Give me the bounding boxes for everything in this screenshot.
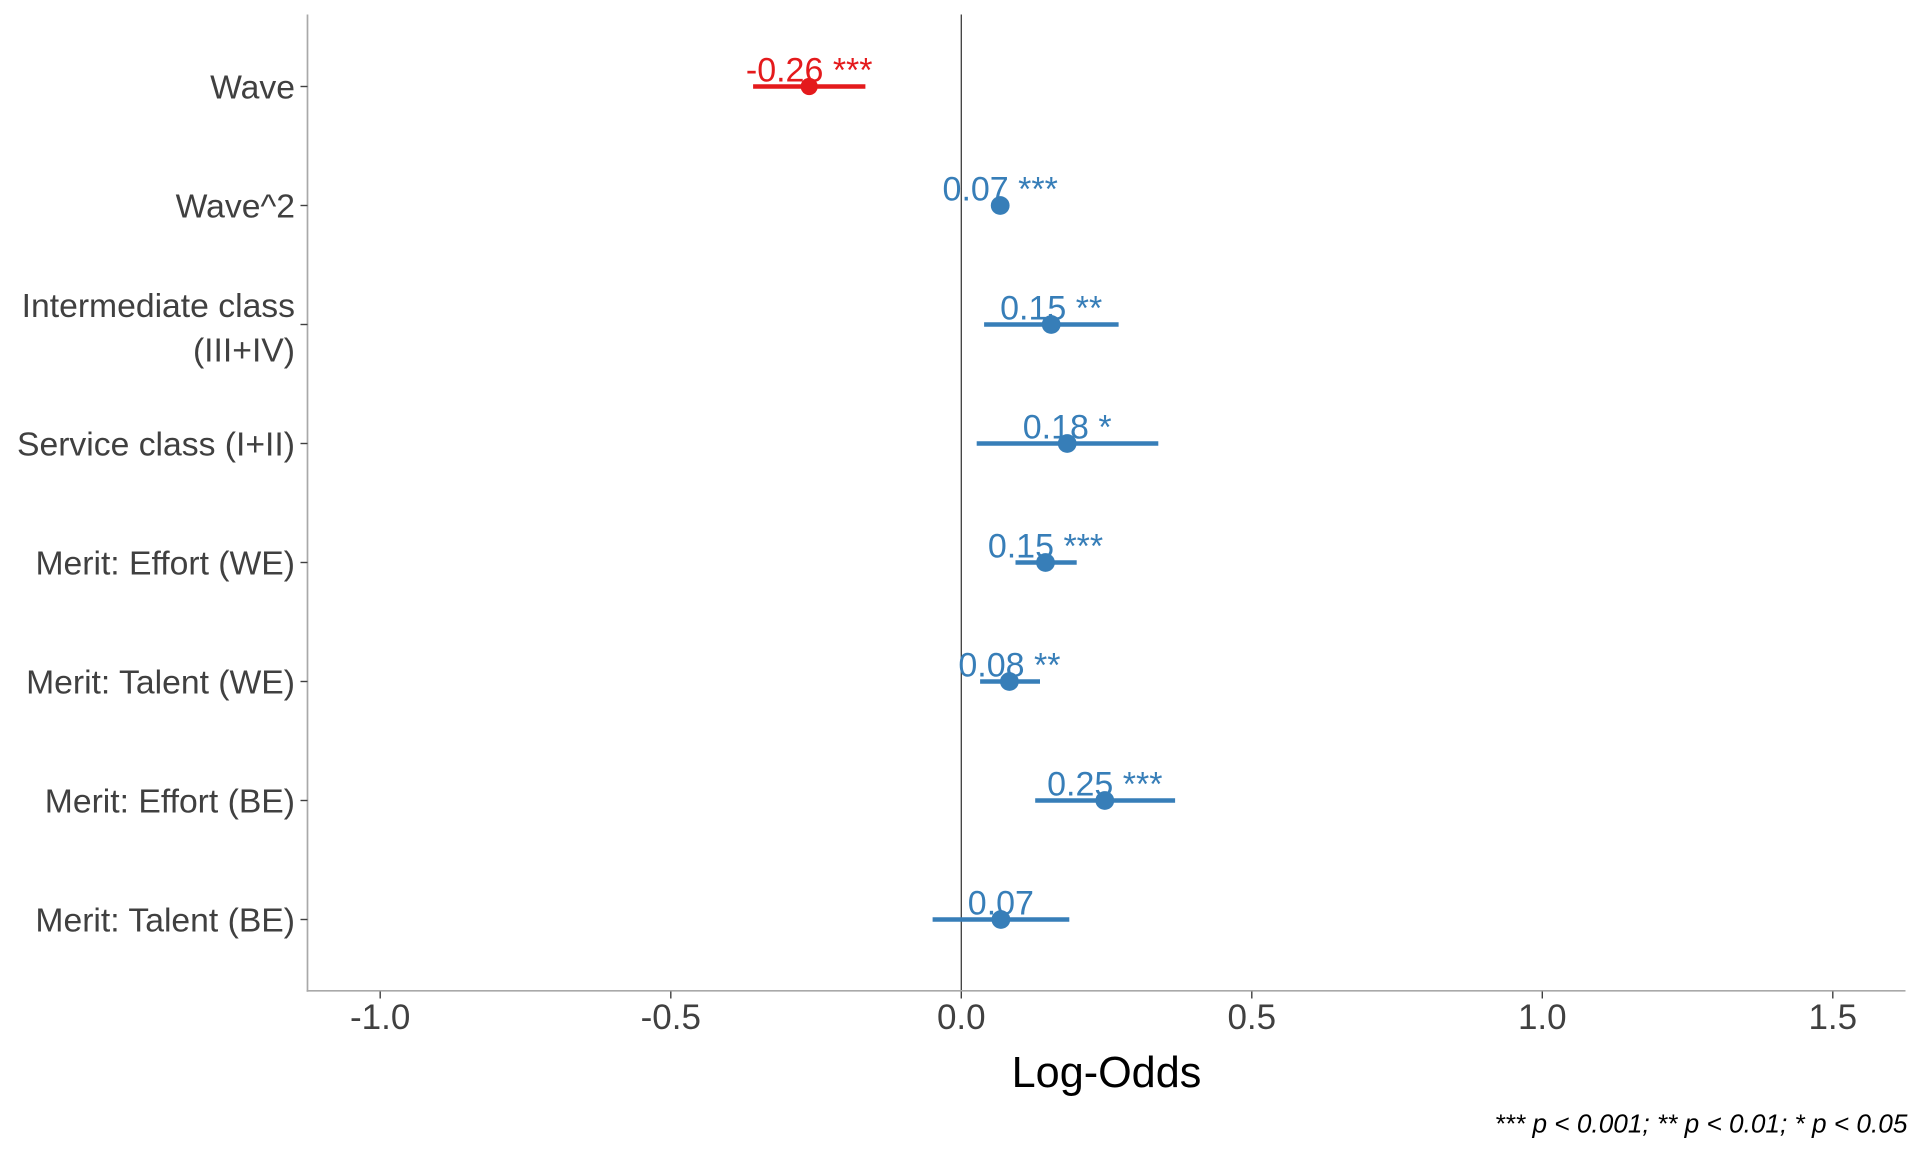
svg-text:Merit: Effort (WE): Merit: Effort (WE) <box>35 545 295 583</box>
svg-text:0.08 **: 0.08 ** <box>958 647 1060 685</box>
svg-text:-0.26 ***: -0.26 *** <box>746 52 873 90</box>
svg-text:Merit: Talent (WE): Merit: Talent (WE) <box>26 664 295 702</box>
svg-text:Merit: Effort (BE): Merit: Effort (BE) <box>45 783 295 821</box>
svg-text:0.15 **: 0.15 ** <box>1000 290 1102 328</box>
svg-text:0.0: 0.0 <box>937 998 986 1037</box>
svg-text:Wave: Wave <box>210 69 295 107</box>
svg-text:0.25 ***: 0.25 *** <box>1047 766 1162 804</box>
svg-text:0.07 ***: 0.07 *** <box>943 171 1058 209</box>
svg-text:Service class (I+II): Service class (I+II) <box>17 426 295 464</box>
svg-text:0.5: 0.5 <box>1227 998 1276 1037</box>
svg-text:Log-Odds: Log-Odds <box>1012 1049 1202 1097</box>
svg-text:Merit: Talent (BE): Merit: Talent (BE) <box>35 902 295 940</box>
svg-text:(III+IV): (III+IV) <box>193 332 295 370</box>
svg-text:1.0: 1.0 <box>1518 998 1567 1037</box>
svg-text:Wave^2: Wave^2 <box>176 188 295 226</box>
svg-text:Intermediate class: Intermediate class <box>22 287 295 325</box>
svg-text:-1.0: -1.0 <box>350 998 410 1037</box>
svg-text:0.18 *: 0.18 * <box>1023 409 1112 447</box>
svg-text:0.07: 0.07 <box>968 885 1034 923</box>
svg-text:1.5: 1.5 <box>1808 998 1857 1037</box>
svg-text:*** p < 0.001; ** p < 0.01; *: *** p < 0.001; ** p < 0.01; * p < 0.05 <box>1495 1108 1908 1138</box>
svg-text:0.15 ***: 0.15 *** <box>988 528 1103 566</box>
svg-text:-0.5: -0.5 <box>641 998 701 1037</box>
